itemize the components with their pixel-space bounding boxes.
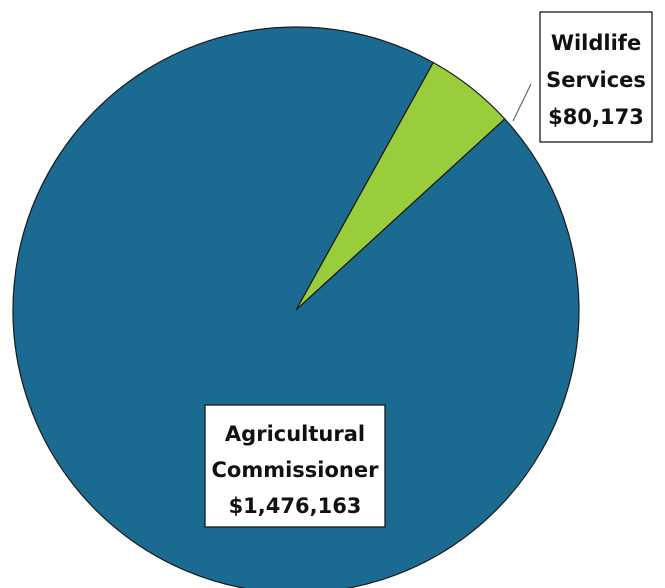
pie-slices — [12, 26, 580, 588]
slice-name-line-1: Agricultural — [225, 422, 365, 446]
slice-name-line-2: Services — [546, 68, 646, 92]
leader-line — [512, 83, 532, 122]
label-box — [204, 404, 386, 528]
slice-label-agricultural-commissioner: Agricultural Commissioner $1,476,163 — [204, 404, 386, 528]
label-box — [539, 11, 653, 143]
slice-value-label: $1,476,163 — [229, 494, 362, 518]
slice-value-label: $80,173 — [548, 105, 644, 129]
slice-name-line-2: Commissioner — [212, 458, 380, 482]
slice-label-wildlife-services: Wildlife Services $80,173 — [512, 11, 653, 143]
pie-slice-agricultural-commissioner — [12, 26, 580, 588]
slice-name-line-1: Wildlife — [551, 31, 641, 55]
